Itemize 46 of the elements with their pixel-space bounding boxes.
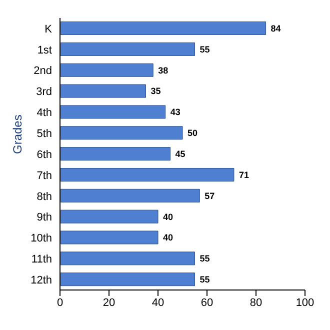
bar <box>60 252 195 266</box>
data-label: 84 <box>270 23 281 34</box>
y-tick-label: 10th <box>30 232 52 245</box>
data-label: 55 <box>200 274 210 285</box>
x-tick-label: 60 <box>200 296 214 309</box>
y-tick-label: 3rd <box>36 86 52 98</box>
x-tick-label: 40 <box>152 296 164 309</box>
bar <box>60 42 195 56</box>
data-label: 40 <box>163 212 174 222</box>
bar <box>60 272 195 286</box>
bar <box>60 188 200 202</box>
bar <box>60 210 158 224</box>
y-axis-title: Grades <box>10 114 24 154</box>
y-tick-label: 5th <box>36 128 52 140</box>
y-tick-label: 2nd <box>34 65 52 78</box>
bar <box>60 147 170 161</box>
data-label: 50 <box>188 128 198 138</box>
y-tick-label: 11th <box>31 254 52 266</box>
data-label: 45 <box>175 149 186 159</box>
x-tick-label: 0 <box>56 296 64 309</box>
y-tick-label: 9th <box>36 212 52 224</box>
data-label: 38 <box>158 65 168 76</box>
bar <box>60 84 146 98</box>
y-tick-label: 8th <box>36 190 52 203</box>
bar <box>60 63 154 77</box>
y-tick-label: 7th <box>36 170 52 182</box>
y-tick-label: 1st <box>37 44 52 56</box>
x-tick-label: 100 <box>296 296 314 309</box>
data-label: 35 <box>150 86 161 96</box>
data-label: 71 <box>238 170 249 180</box>
y-tick-label: K <box>44 23 53 36</box>
data-label: 55 <box>200 254 210 264</box>
data-label: 43 <box>170 107 180 118</box>
x-tick-label: 20 <box>102 296 116 309</box>
bar <box>60 230 158 244</box>
bar <box>60 105 166 119</box>
data-label: 57 <box>204 190 215 201</box>
data-label: 40 <box>163 232 174 243</box>
x-tick-label: 80 <box>250 296 262 309</box>
data-label: 55 <box>200 44 210 54</box>
bar <box>60 22 266 36</box>
y-tick-label: 4th <box>36 107 52 120</box>
y-tick-label: 12th <box>30 274 52 286</box>
bar <box>60 126 183 140</box>
bar <box>60 168 234 182</box>
y-tick-label: 6th <box>36 148 52 161</box>
